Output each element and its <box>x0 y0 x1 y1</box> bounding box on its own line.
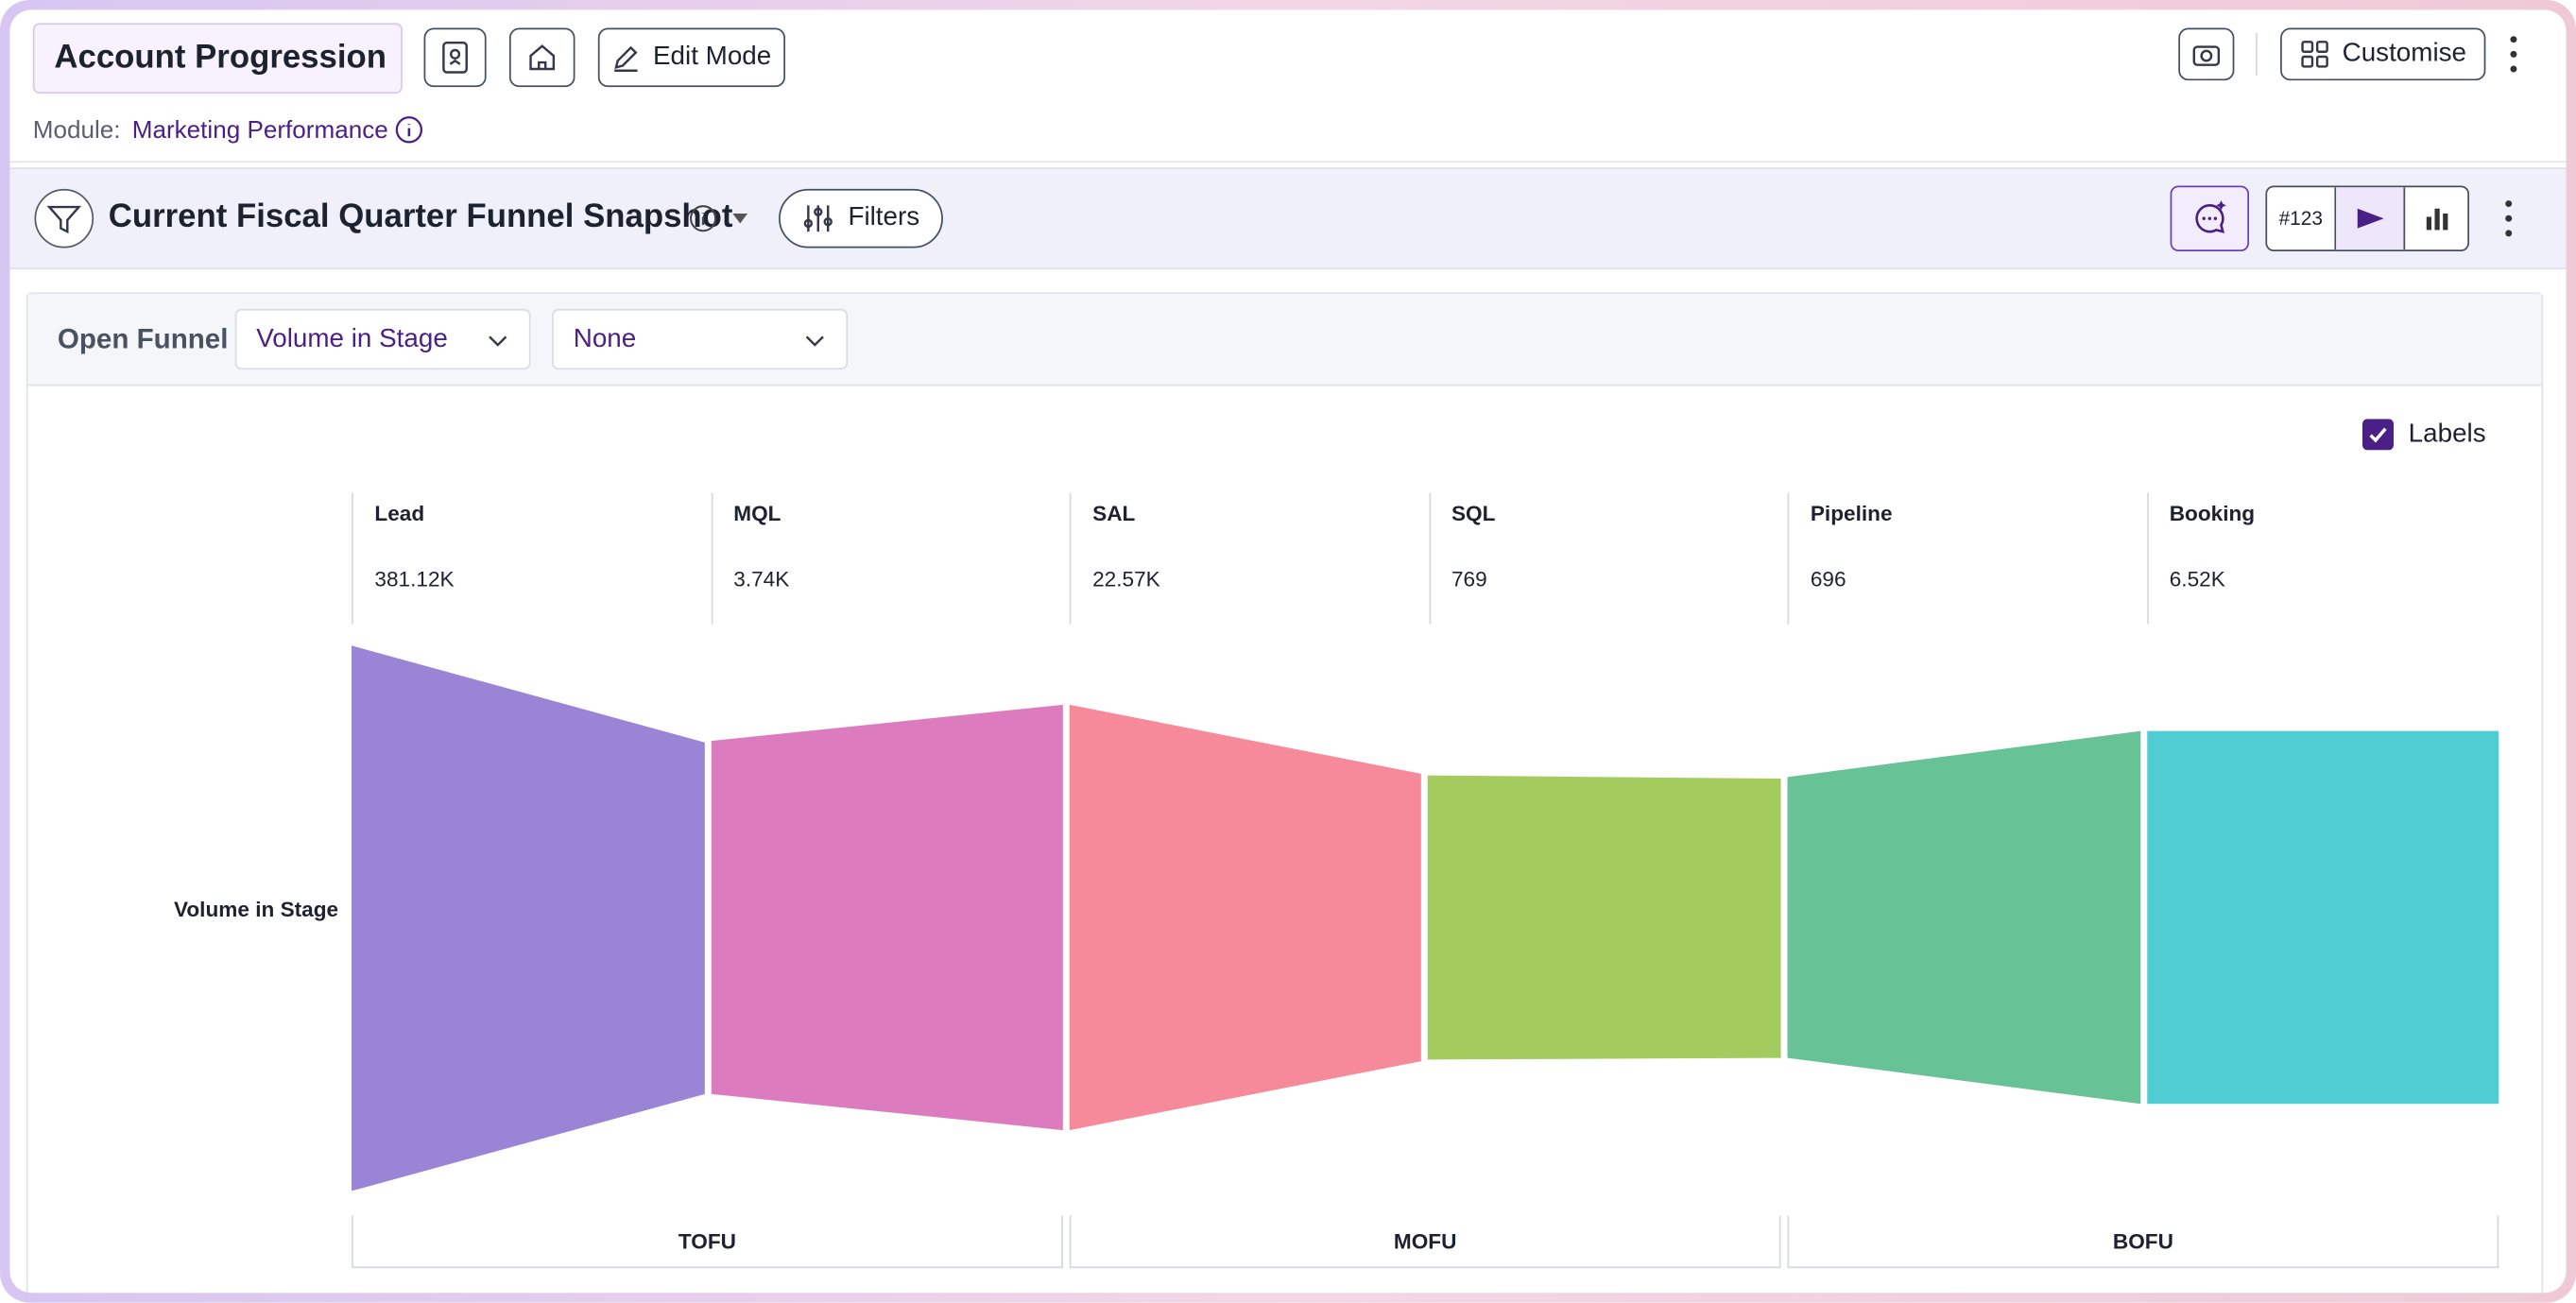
grid-icon <box>2300 41 2328 68</box>
more-menu[interactable] <box>2500 33 2527 76</box>
stage-name: Lead <box>374 501 425 526</box>
home-icon <box>529 44 556 71</box>
title-info[interactable] <box>688 204 754 233</box>
funnel-view-icon <box>2356 208 2383 229</box>
panel-title: Current Fiscal Quarter Funnel Snapshot <box>108 198 733 235</box>
number-view[interactable]: #123 <box>2267 187 2337 250</box>
edit-mode-button[interactable]: Edit Mode <box>597 27 786 88</box>
stage-name: SAL <box>1092 501 1136 526</box>
chart-card <box>26 292 2544 1294</box>
stage-value: 6.52K <box>2169 566 2225 591</box>
app-window: Account Progression Edit Mode Customise … <box>9 9 2567 1294</box>
stage-divider <box>1428 492 1431 625</box>
stage-name: MQL <box>733 501 781 526</box>
stage-divider <box>2146 492 2149 625</box>
module-name[interactable]: Marketing Performance <box>131 115 388 145</box>
stage-name: Booking <box>2169 501 2256 526</box>
funnel-segment <box>352 645 705 1192</box>
camera-icon <box>2192 45 2221 66</box>
funnel-chart <box>352 645 2499 1192</box>
bar-view[interactable] <box>2405 187 2467 249</box>
dashboard-title: Account Progression <box>54 39 387 76</box>
edit-mode-label: Edit Mode <box>653 43 772 71</box>
bookmark-button[interactable] <box>423 27 487 88</box>
stage-value: 696 <box>1810 566 1846 591</box>
filters-label: Filters <box>848 203 920 232</box>
customise-button[interactable]: Customise <box>2280 27 2486 81</box>
funnel-segment <box>1069 704 1421 1131</box>
stage-value: 3.74K <box>733 566 790 591</box>
panel-header <box>9 167 2567 270</box>
module-row: Module: Marketing Performance <box>33 115 424 145</box>
funnel-icon <box>34 188 94 249</box>
dashboard-select[interactable]: Account Progression <box>32 23 403 94</box>
stage-divider <box>710 492 713 625</box>
stage-value: 22.57K <box>1092 566 1160 591</box>
stage-divider <box>352 492 353 625</box>
funnel-segment <box>711 704 1063 1131</box>
stage-group: TOFU <box>352 1215 1063 1269</box>
pencil-icon <box>615 45 639 72</box>
labels-text: Labels <box>2408 420 2486 448</box>
funnel-segment <box>1787 730 2141 1105</box>
funnel-type: Open Funnel <box>57 323 229 355</box>
ai-chat-button[interactable] <box>2170 185 2250 251</box>
sliders-icon <box>804 205 833 232</box>
stage-group: MOFU <box>1069 1215 1781 1269</box>
stage-name: Pipeline <box>1810 501 1893 526</box>
funnel-view[interactable] <box>2336 187 2406 250</box>
checkbox[interactable] <box>2361 419 2395 451</box>
chevron <box>489 334 507 346</box>
metric-dropdown[interactable]: Volume in Stage <box>234 308 531 370</box>
funnel-segment <box>2147 730 2499 1105</box>
divider <box>9 161 2567 163</box>
breakdown-value: None <box>573 324 637 352</box>
y-axis-label: Volume in Stage <box>173 897 339 922</box>
metric-value: Volume in Stage <box>256 324 448 352</box>
filters-button[interactable]: Filters <box>779 188 943 249</box>
stage-value: 769 <box>1451 566 1487 591</box>
chat-icon <box>2195 200 2226 233</box>
stage-divider <box>1787 492 1790 625</box>
stage-group: BOFU <box>1787 1215 2499 1269</box>
bookmark-icon <box>442 41 468 74</box>
chevron <box>805 334 824 346</box>
labels-toggle[interactable]: Labels <box>2361 419 2486 451</box>
info-icon[interactable] <box>395 115 424 145</box>
stage-value: 381.12K <box>374 566 455 591</box>
module-label: Module: <box>32 115 121 145</box>
breakdown-dropdown[interactable]: None <box>552 308 849 370</box>
stage-name: SQL <box>1451 501 1496 526</box>
stage-divider <box>1069 492 1072 625</box>
home-button[interactable] <box>508 27 575 88</box>
view-switcher: #123 <box>2265 185 2469 251</box>
customise-label: Customise <box>2342 39 2467 68</box>
screenshot-button[interactable] <box>2178 27 2235 81</box>
divider <box>2255 32 2258 76</box>
bar-icon <box>2426 208 2448 231</box>
funnel-segment <box>1427 775 1781 1060</box>
panel-more-menu[interactable] <box>2496 197 2522 240</box>
